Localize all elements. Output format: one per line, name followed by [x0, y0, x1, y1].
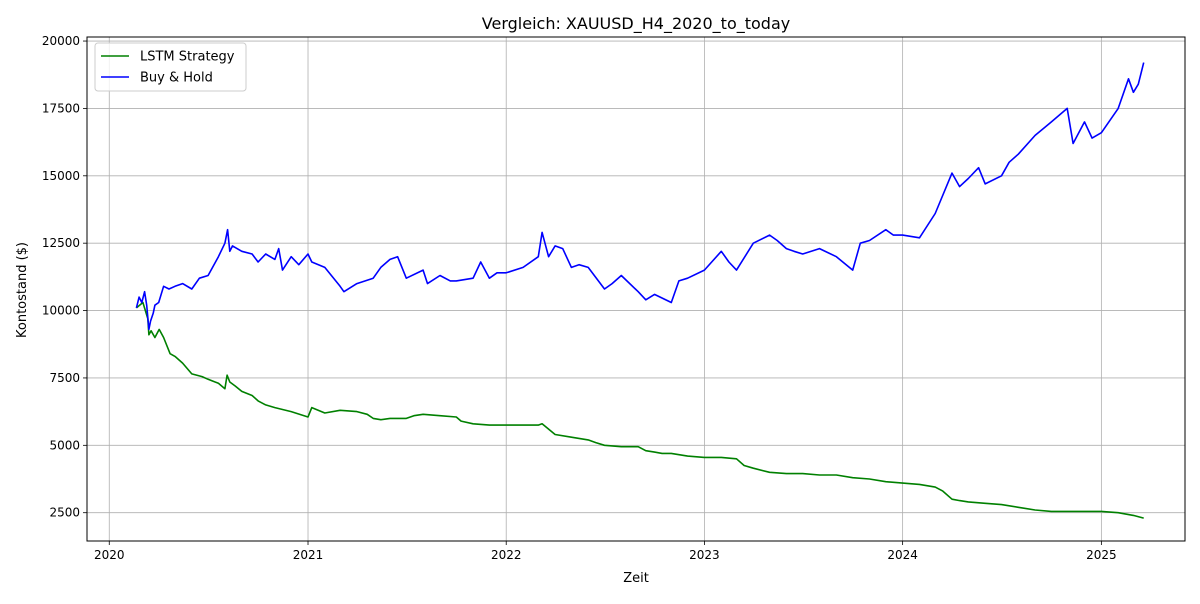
x-tick-label: 2020 — [94, 548, 125, 562]
y-tick-label: 10000 — [42, 304, 80, 318]
legend: LSTM Strategy Buy & Hold — [94, 42, 247, 92]
y-tick-label: 5000 — [49, 438, 80, 452]
x-tick-label: 2024 — [887, 548, 918, 562]
plot-frame — [86, 36, 1186, 542]
y-tick-label: 12500 — [42, 236, 80, 250]
grid-lines — [87, 37, 1185, 541]
y-tick-label: 15000 — [42, 169, 80, 183]
y-tick-label: 17500 — [42, 101, 80, 115]
y-axis-label: Kontostand ($) — [15, 242, 30, 338]
x-tick-label: 2021 — [293, 548, 324, 562]
y-tick-label: 7500 — [49, 371, 80, 385]
x-tick-label: 2023 — [689, 548, 720, 562]
y-tick-label: 20000 — [42, 34, 80, 48]
y-tick-label: 2500 — [49, 506, 80, 520]
axis-ticks: 2020 2021 2022 2023 2024 2025 2500 5000 7500 1000… — [42, 34, 1117, 562]
x-tick-label: 2022 — [491, 548, 522, 562]
x-axis-label: Zeit — [623, 571, 649, 586]
series-line-lstm-strategy — [135, 301, 1144, 519]
legend-label: LSTM Strategy — [140, 50, 235, 65]
legend-box — [94, 42, 247, 92]
chart-title: Vergleich: XAUUSD_H4_2020_to_today — [482, 14, 790, 34]
series-lines — [135, 62, 1145, 519]
x-tick-label: 2025 — [1086, 548, 1117, 562]
legend-label: Buy & Hold — [140, 71, 213, 86]
series-line-buy-and-hold — [135, 62, 1145, 331]
